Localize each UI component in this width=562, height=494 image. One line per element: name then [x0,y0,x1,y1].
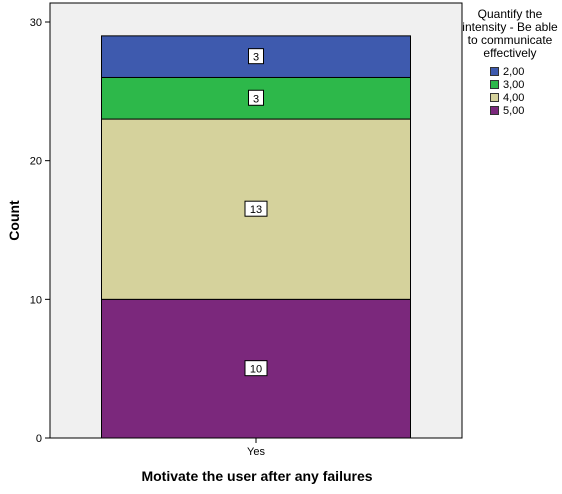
data-label: 13 [250,204,262,216]
legend-swatch [490,93,499,102]
data-label-box [244,360,268,377]
y-axis-title: Count [6,200,22,241]
y-axis: 0 10 20 30 [30,3,51,445]
legend-swatch [490,80,499,89]
y-tick-label: 30 [30,17,42,29]
legend-item: 3,00 [490,78,558,91]
legend-label: 2,00 [503,65,525,78]
data-label-box [244,200,268,217]
legend-label: 4,00 [503,91,525,104]
x-tick-label: Yes [247,446,265,458]
data-labels-group: 10 13 3 3 [244,48,268,377]
legend-label: 3,00 [503,78,525,91]
data-label: 3 [253,93,259,105]
x-axis-title: Motivate the user after any failures [141,468,372,484]
x-axis: Yes [247,438,265,458]
data-label-box [248,89,264,106]
legend-item: 2,00 [490,65,558,78]
data-label: 10 [250,364,262,376]
legend-item: 4,00 [490,91,558,104]
data-label: 3 [253,52,259,64]
legend-item: 5,00 [490,104,558,117]
legend-swatch [490,106,499,115]
y-tick-label: 10 [30,294,42,306]
data-label-box [248,48,264,65]
legend-label: 5,00 [503,104,525,117]
y-tick-label: 0 [36,433,42,445]
legend: Quantify the intensity - Be able to comm… [462,8,558,117]
legend-title: Quantify the intensity - Be able to comm… [462,7,558,60]
legend-items: 2,00 3,00 4,00 5,00 [462,65,558,117]
legend-swatch [490,67,499,76]
y-tick-label: 20 [30,156,42,168]
